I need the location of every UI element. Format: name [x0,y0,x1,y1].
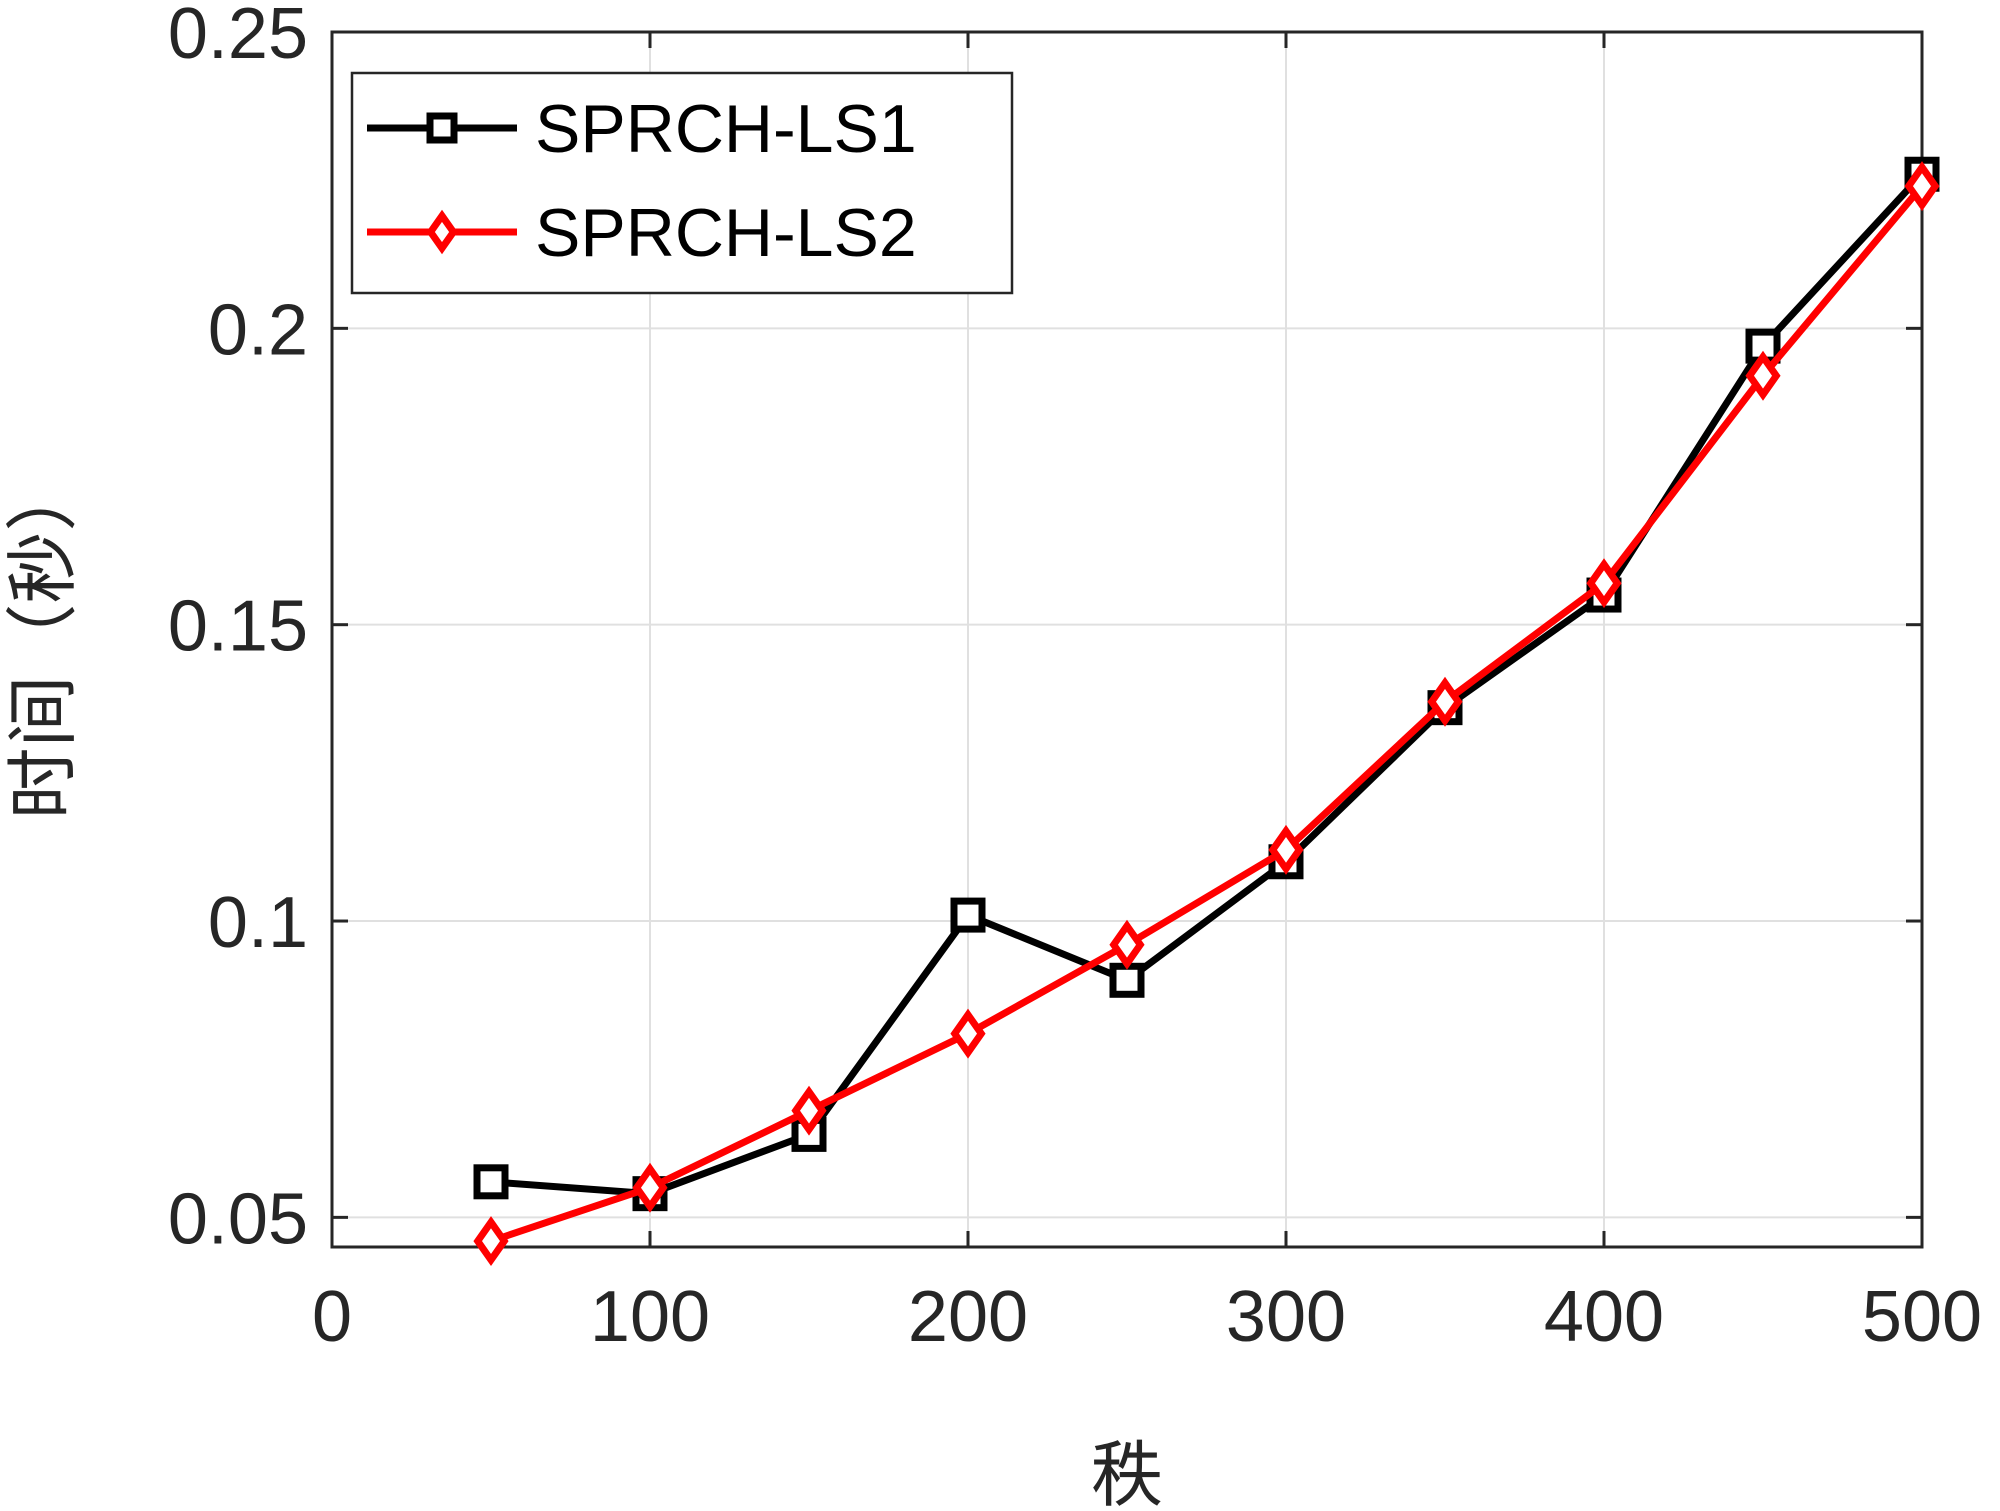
legend-swatch-marker [426,112,458,144]
x-tick-label: 0 [312,1277,352,1357]
x-tick-label: 100 [590,1277,710,1357]
data-point [473,1164,509,1200]
data-point [1745,350,1781,401]
legend-item: SPRCH-LS2 [367,195,917,271]
series [473,156,1940,1267]
series-line [489,183,1925,1245]
data-point [1745,328,1781,364]
tick-marks [330,30,1924,1247]
data-point [1109,919,1145,970]
x-tick-labels: 0 100 200 300 400 500 [312,1277,1982,1357]
y-tick-label: 0.25 [168,0,308,74]
y-tick-label: 0.2 [208,290,308,370]
x-tick-label: 500 [1862,1277,1982,1357]
data-point [1109,962,1145,998]
data-point [473,1216,509,1267]
x-axis-title: 秩 [1091,1433,1163,1511]
axes-box [330,30,1924,1249]
data-point [632,1162,668,1213]
data-point [950,897,986,933]
x-tick-label: 400 [1544,1277,1664,1357]
data-point [1904,161,1940,212]
data-point [1268,824,1304,875]
y-tick-label: 0.1 [208,883,308,963]
x-tick-label: 200 [908,1277,1028,1357]
legend-items: SPRCH-LS1 SPRCH-LS2 [367,91,917,271]
legend-item: SPRCH-LS1 [367,91,917,167]
y-axis-title: 时间（秒） [1,459,85,819]
legend: SPRCH-LS1 SPRCH-LS2 [350,71,1014,295]
legend-box [350,71,1014,295]
data-point [791,1085,827,1136]
legend-label: SPRCH-LS1 [535,91,917,167]
legend-swatch-marker [426,209,458,255]
data-point [950,1008,986,1059]
legend-label: SPRCH-LS2 [535,195,917,271]
data-point [1586,558,1622,609]
x-tick-label: 300 [1226,1277,1346,1357]
y-tick-label: 0.05 [168,1179,308,1259]
y-tick-label: 0.15 [168,587,308,667]
series-line [490,171,1925,1198]
y-tick-labels: 0.05 0.1 0.15 0.2 0.25 [168,0,308,1259]
series-sprch-ls2 [473,161,1940,1267]
data-point [1427,676,1463,727]
